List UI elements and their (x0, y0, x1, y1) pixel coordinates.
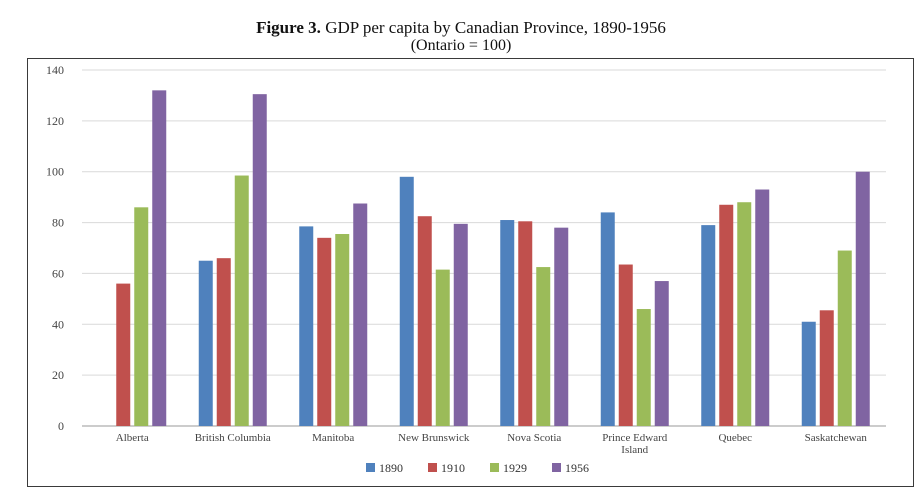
x-tick-label: Saskatchewan (805, 432, 868, 444)
chart-title-block: Figure 3. GDP per capita by Canadian Pro… (0, 18, 922, 54)
bar-1956 (152, 90, 167, 426)
bar-1956 (453, 223, 468, 426)
bar-1910 (618, 264, 633, 426)
bar-1890 (399, 176, 414, 426)
chart-title-text: GDP per capita by Canadian Province, 189… (320, 18, 666, 37)
x-tick-label: Nova Scotia (507, 432, 561, 444)
x-tick-label: Quebec (718, 432, 752, 444)
bar-1910 (417, 216, 432, 426)
bar-1956 (252, 94, 267, 427)
bar-1929 (234, 175, 249, 426)
legend-swatch (552, 463, 561, 472)
chart-title: Figure 3. GDP per capita by Canadian Pro… (0, 18, 922, 37)
bar-1910 (819, 310, 834, 426)
bar-1956 (855, 171, 870, 426)
bar-1890 (701, 225, 716, 426)
bar-1929 (335, 234, 350, 426)
bar-1890 (801, 321, 816, 426)
bar-1929 (837, 250, 852, 426)
bar-1929 (737, 202, 752, 426)
y-tick-label: 140 (46, 63, 64, 77)
bar-1890 (299, 226, 314, 426)
x-tick-label: Alberta (116, 432, 149, 444)
bar-1956 (654, 281, 669, 426)
y-tick-label: 40 (52, 317, 64, 331)
chart-frame (27, 58, 914, 487)
bar-1929 (435, 269, 450, 426)
bar-1890 (500, 220, 515, 426)
bar-1910 (317, 237, 332, 426)
x-tick-label: Manitoba (312, 432, 354, 444)
bar-1890 (198, 260, 213, 426)
y-tick-label: 100 (46, 165, 64, 179)
y-tick-label: 0 (58, 419, 64, 433)
legend-label: 1890 (379, 461, 403, 475)
bar-1956 (755, 189, 770, 426)
bar-1910 (518, 221, 533, 426)
bar-1929 (636, 309, 651, 426)
legend-label: 1956 (565, 461, 589, 475)
legend-swatch (366, 463, 375, 472)
y-tick-label: 80 (52, 216, 64, 230)
x-tick-label: Island (621, 444, 648, 456)
bar-1890 (600, 212, 615, 426)
chart-subtitle: (Ontario = 100) (410, 37, 512, 54)
legend-swatch (428, 463, 437, 472)
bar-1929 (134, 207, 149, 426)
x-tick-label: Prince Edward (602, 432, 668, 444)
legend-swatch (490, 463, 499, 472)
bar-1956 (554, 227, 569, 426)
bar-1910 (116, 283, 131, 426)
chart-title-label: Figure 3. (256, 18, 321, 37)
y-tick-label: 20 (52, 368, 64, 382)
y-tick-label: 120 (46, 114, 64, 128)
x-tick-label: British Columbia (195, 432, 271, 444)
bar-1929 (536, 267, 551, 426)
x-tick-label: New Brunswick (398, 432, 470, 444)
legend-label: 1929 (503, 461, 527, 475)
bar-1910 (216, 258, 231, 426)
legend-label: 1910 (441, 461, 465, 475)
y-tick-label: 60 (52, 266, 64, 280)
bar-1910 (719, 204, 734, 426)
bar-1956 (353, 203, 368, 426)
